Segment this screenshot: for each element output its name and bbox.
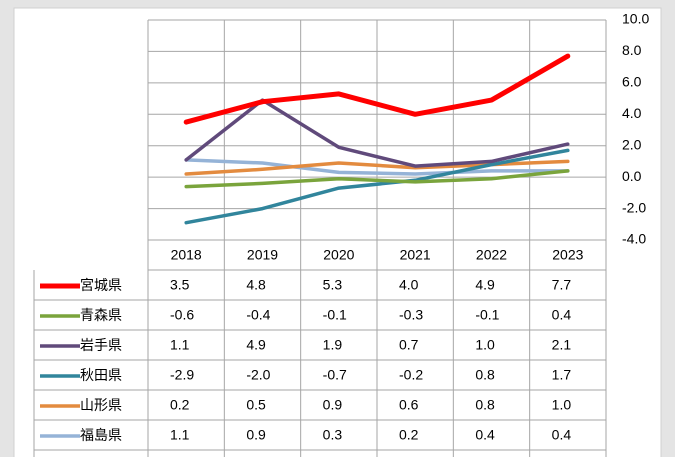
y-tick-label: -2.0 (622, 199, 646, 215)
table-cell: 1.7 (552, 367, 572, 383)
legend-label: 山形県 (80, 398, 122, 414)
table-cell: 1.9 (323, 337, 343, 353)
legend-label: 秋田県 (80, 368, 122, 384)
table-cell: -0.1 (323, 307, 347, 323)
table-cell: 4.8 (246, 277, 266, 293)
x-tick-label: 2018 (171, 247, 202, 263)
table-cell: 2.1 (552, 337, 572, 353)
table-cell: 0.7 (399, 337, 419, 353)
y-tick-label: 2.0 (622, 136, 642, 152)
y-tick-label: 6.0 (622, 74, 642, 90)
series-line (184, 158, 570, 176)
table-cell: -0.1 (475, 307, 499, 323)
legend-label: 岩手県 (80, 338, 122, 354)
y-tick-label: 4.0 (622, 105, 642, 121)
table-cell: 0.6 (399, 397, 419, 413)
table-cell: -2.0 (246, 367, 270, 383)
table-cell: -0.6 (170, 307, 194, 323)
table-cell: 1.0 (475, 337, 495, 353)
table-cell: 0.4 (552, 427, 572, 443)
table-cell: 0.4 (475, 427, 495, 443)
series-line (184, 159, 570, 176)
table-cell: 4.9 (475, 277, 495, 293)
table-cell: 3.5 (170, 277, 190, 293)
series-line (184, 169, 570, 189)
table-cell: 0.9 (323, 397, 343, 413)
x-tick-label: 2020 (323, 247, 354, 263)
table-cell: 5.3 (323, 277, 343, 293)
table-cell: 0.8 (475, 367, 495, 383)
table-cell: 4.0 (399, 277, 419, 293)
table-cell: 0.3 (323, 427, 343, 443)
series-line (184, 98, 570, 168)
table-cell: 0.8 (475, 397, 495, 413)
table-cell: 1.1 (170, 337, 190, 353)
x-tick-label: 2021 (400, 247, 431, 263)
legend-label: 福島県 (80, 428, 122, 444)
legend-label: 宮城県 (80, 278, 122, 294)
table-cell: -2.9 (170, 367, 194, 383)
table-cell: 7.7 (552, 277, 572, 293)
x-tick-label: 2023 (552, 247, 583, 263)
table-cell: 1.0 (552, 397, 572, 413)
y-tick-label: -4.0 (622, 231, 646, 247)
table-cell: 0.5 (246, 397, 266, 413)
table-cell: -0.2 (399, 367, 423, 383)
table-cell: -0.4 (246, 307, 270, 323)
y-tick-label: 8.0 (622, 42, 642, 58)
table-cell: 4.9 (246, 337, 266, 353)
table-cell: 0.2 (170, 397, 190, 413)
y-tick-label: 0.0 (622, 168, 642, 184)
table-cell: 0.2 (399, 427, 419, 443)
series-line (184, 148, 570, 225)
legend-label: 青森県 (80, 308, 122, 324)
table-cell: -0.7 (323, 367, 347, 383)
x-tick-label: 2019 (247, 247, 278, 263)
table-cell: 0.4 (552, 307, 572, 323)
table-cell: -0.3 (399, 307, 423, 323)
table-cell: 0.9 (246, 427, 266, 443)
series-line (183, 53, 571, 125)
table-cell: 1.1 (170, 427, 190, 443)
y-tick-label: 10.0 (622, 11, 649, 27)
x-tick-label: 2022 (476, 247, 507, 263)
